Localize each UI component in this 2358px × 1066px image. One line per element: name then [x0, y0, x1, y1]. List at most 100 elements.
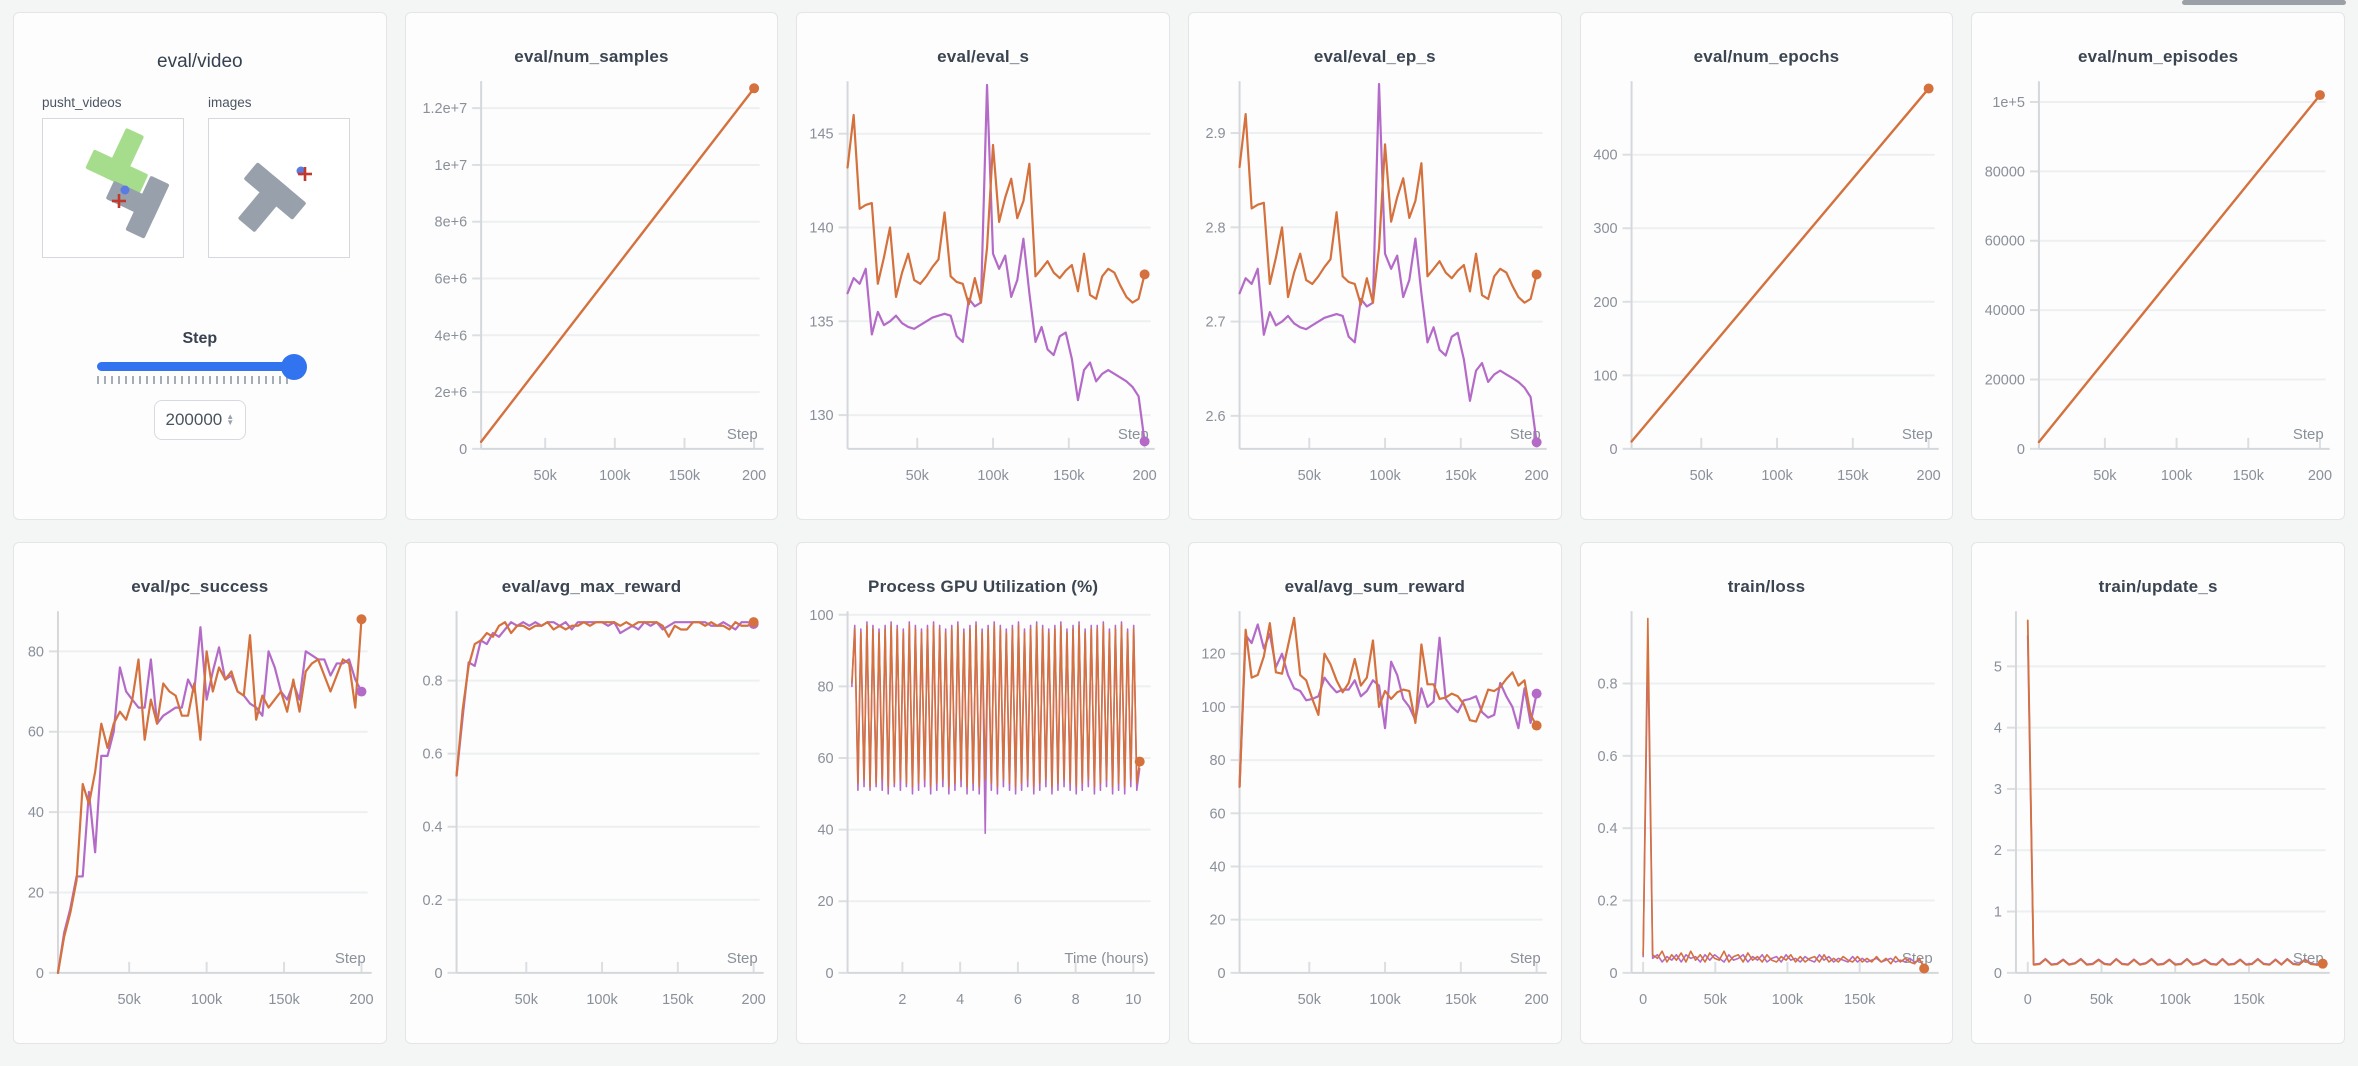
step-slider[interactable]	[96, 353, 307, 384]
svg-text:150k: 150k	[2233, 468, 2265, 484]
svg-text:Step: Step	[1510, 426, 1541, 443]
chart-canvas[interactable]: 0 20 40 60 80 100 120 50k 100k 150k 200 Step	[1189, 603, 1561, 1027]
svg-text:Step: Step	[727, 426, 758, 443]
svg-text:145: 145	[810, 127, 834, 143]
svg-text:1e+7: 1e+7	[434, 158, 467, 174]
panel-eval-avg-sum-reward: eval/avg_sum_reward 0 20 40 60 80 100 120 50k 10…	[1187, 542, 1562, 1044]
step-value[interactable]: 200000	[165, 410, 223, 429]
svg-text:0.4: 0.4	[422, 820, 442, 836]
svg-text:150k: 150k	[1445, 468, 1477, 484]
media-label: images	[208, 95, 252, 110]
svg-text:200: 200	[1525, 992, 1549, 1008]
svg-text:8: 8	[1072, 992, 1080, 1008]
svg-text:1e+5: 1e+5	[1993, 95, 2026, 111]
svg-text:100k: 100k	[586, 992, 618, 1008]
panel-grid: eval/video pusht_videos	[13, 12, 2345, 1044]
svg-text:3: 3	[1994, 782, 2002, 798]
chart-title: eval/pc_success	[131, 577, 269, 596]
chart-title: eval/eval_ep_s	[1313, 47, 1436, 66]
svg-text:Step: Step	[335, 950, 366, 967]
svg-text:20: 20	[1209, 913, 1225, 929]
svg-text:0: 0	[1639, 992, 1647, 1008]
svg-text:0: 0	[1609, 966, 1617, 982]
chart-canvas[interactable]: 0 0.2 0.4 0.6 0.8 50k 100k 150k 200 Step	[406, 603, 778, 1027]
svg-text:50k: 50k	[2090, 992, 2114, 1008]
chart-canvas[interactable]: 0 100 200 300 400 50k 100k 150k 200 Step	[1581, 73, 1953, 503]
svg-text:40: 40	[1209, 859, 1225, 875]
svg-text:60: 60	[1209, 806, 1225, 822]
svg-text:50k: 50k	[2094, 468, 2118, 484]
pusht-video-thumbnail[interactable]	[42, 118, 184, 258]
svg-text:40: 40	[28, 805, 44, 821]
slider-thumb[interactable]	[280, 353, 307, 380]
goal-cross	[298, 167, 312, 181]
chart-title: train/loss	[1727, 577, 1806, 596]
svg-text:0.4: 0.4	[1597, 821, 1617, 837]
svg-text:80: 80	[28, 644, 44, 660]
chart-title: train/update_s	[2098, 577, 2218, 596]
svg-text:150k: 150k	[1837, 468, 1869, 484]
chart-canvas[interactable]: 0 20 40 60 80 50k 100k 150k 200 Step	[14, 603, 386, 1027]
svg-text:8e+6: 8e+6	[434, 215, 467, 231]
svg-text:100k: 100k	[1369, 992, 1401, 1008]
chart-canvas[interactable]: 0 20 40 60 80 100 2 4 6 8 10 Time (hours)	[797, 603, 1169, 1027]
svg-text:Step: Step	[2293, 426, 2324, 443]
decrement-icon[interactable]: ▼	[226, 418, 235, 427]
svg-text:0.6: 0.6	[422, 747, 442, 763]
svg-text:0: 0	[1218, 966, 1226, 982]
svg-text:1: 1	[1994, 905, 2002, 921]
svg-text:200: 200	[349, 992, 373, 1008]
svg-text:40: 40	[818, 823, 834, 839]
svg-text:150k: 150k	[1053, 468, 1085, 484]
chart-title: eval/num_samples	[514, 47, 669, 66]
images-thumbnail[interactable]	[208, 118, 350, 258]
svg-text:60: 60	[28, 725, 44, 741]
step-number-input[interactable]: 200000 ▲ ▼	[153, 400, 246, 440]
green-t-shape	[85, 128, 148, 193]
svg-text:150k: 150k	[668, 468, 700, 484]
svg-text:140: 140	[810, 221, 834, 237]
svg-text:200: 200	[742, 468, 766, 484]
panel-eval-video: eval/video pusht_videos	[13, 12, 387, 520]
stepper-arrows[interactable]: ▲ ▼	[226, 412, 235, 427]
svg-text:135: 135	[810, 314, 834, 330]
svg-text:100: 100	[1593, 368, 1617, 384]
svg-text:100k: 100k	[978, 468, 1010, 484]
svg-text:2.8: 2.8	[1205, 220, 1225, 236]
svg-text:60: 60	[818, 751, 834, 767]
svg-text:4: 4	[956, 992, 964, 1008]
svg-text:100k: 100k	[1771, 992, 1803, 1008]
svg-text:150k: 150k	[1844, 992, 1876, 1008]
svg-text:50k: 50k	[906, 468, 930, 484]
svg-text:20: 20	[818, 894, 834, 910]
svg-text:2.6: 2.6	[1205, 409, 1225, 425]
chart-canvas[interactable]: 0 2e+6 4e+6 6e+6 8e+6 1e+7 1.2e+7 50k 100k 150k 20…	[406, 73, 778, 503]
increment-icon[interactable]: ▲	[226, 412, 235, 421]
svg-text:400: 400	[1593, 148, 1617, 164]
slider-track[interactable]	[96, 353, 307, 380]
svg-text:50k: 50k	[1298, 992, 1322, 1008]
panel-eval-pc-success: eval/pc_success 0 20 40 60 80 50k 100k 150k 200 S…	[13, 542, 387, 1044]
svg-text:50k: 50k	[514, 992, 538, 1008]
svg-text:0: 0	[434, 966, 442, 982]
chart-canvas[interactable]: 0 20000 40000 60000 80000 1e+5 50k 100k 150k 200 S…	[1972, 73, 2344, 503]
chart-title: Process GPU Utilization (%)	[868, 577, 1099, 596]
svg-text:80000: 80000	[1985, 164, 2025, 180]
pusht-scene-image	[238, 162, 312, 232]
svg-text:200: 200	[1525, 468, 1549, 484]
panel-eval-avg-max-reward: eval/avg_max_reward 0 0.2 0.4 0.6 0.8 50k 100k…	[404, 542, 779, 1044]
chart-canvas[interactable]: 2.6 2.7 2.8 2.9 50k 100k 150k 200 Step	[1189, 73, 1561, 503]
svg-text:200: 200	[1593, 295, 1617, 311]
chart-title: eval/num_episodes	[2078, 47, 2239, 66]
chart-canvas[interactable]: 0 0.2 0.4 0.6 0.8 0 50k 100k 150k Step	[1581, 603, 1953, 1027]
scrollbar-fragment[interactable]	[2182, 0, 2346, 5]
svg-text:10: 10	[1126, 992, 1142, 1008]
svg-text:20000: 20000	[1985, 372, 2025, 388]
svg-text:150k: 150k	[268, 992, 300, 1008]
goal-cross	[112, 194, 126, 208]
svg-text:0.6: 0.6	[1597, 749, 1617, 765]
svg-text:130: 130	[810, 408, 834, 424]
svg-text:4e+6: 4e+6	[434, 328, 467, 344]
